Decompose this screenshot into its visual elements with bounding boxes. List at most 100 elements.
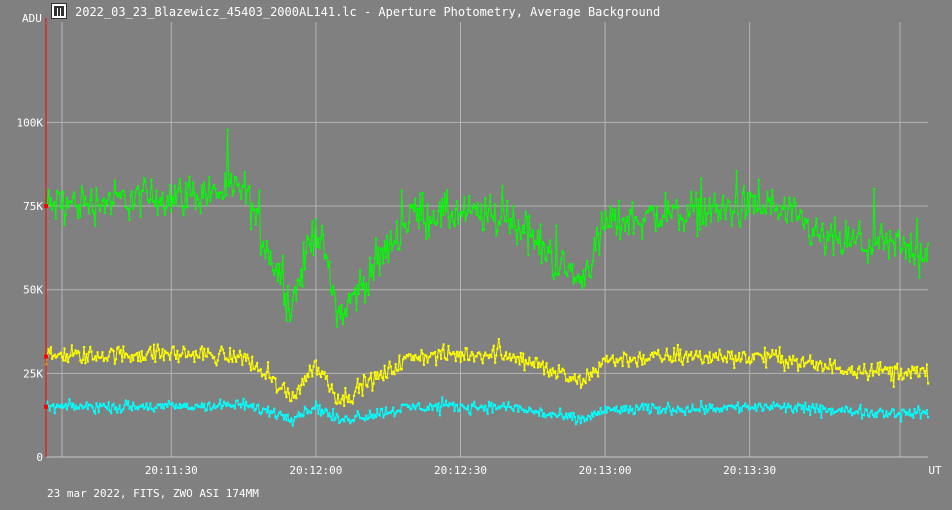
data-point [132,207,135,210]
data-point [107,355,110,358]
data-point [685,406,688,409]
data-point [430,221,433,224]
data-point [371,264,374,267]
data-point [211,186,214,189]
data-point [865,372,868,375]
data-point [668,211,671,214]
data-point [708,403,711,406]
data-point [321,225,324,228]
data-point [393,415,396,418]
data-point [613,361,616,364]
data-point [189,355,192,358]
data-point [57,405,60,408]
data-point [56,190,59,193]
data-point [257,211,260,214]
data-point [500,216,503,219]
data-point [420,218,423,221]
data-point [485,212,488,215]
data-point [895,415,898,418]
data-point [381,247,384,250]
data-point [750,195,753,198]
data-point [186,402,189,406]
data-point [307,237,310,241]
data-point [924,374,927,378]
data-point [294,286,297,289]
data-point [684,353,687,356]
data-point [361,287,364,290]
data-point [348,418,351,421]
data-point [59,406,62,409]
app-icon[interactable] [51,3,67,19]
data-point [581,415,584,418]
data-point [865,408,868,411]
data-point [107,401,110,404]
data-point [880,223,883,226]
data-point [351,292,354,296]
data-point [48,409,51,412]
data-point [91,209,94,212]
data-point [767,353,770,356]
data-point [904,371,908,374]
data-point [556,375,559,378]
data-point [760,211,763,214]
data-point [912,369,915,372]
data-point [865,249,868,252]
data-point [182,345,185,348]
data-point [337,310,340,313]
data-point [129,194,132,197]
data-point [127,356,130,359]
data-point [512,353,515,356]
data-point [345,315,348,318]
data-point [303,375,306,378]
data-point [719,353,722,356]
data-point [101,199,104,202]
data-point [644,358,648,361]
data-point [100,404,103,408]
data-point [663,407,666,410]
data-point [512,409,515,413]
data-point [821,222,824,225]
data-point [87,212,91,215]
data-point [664,191,667,195]
data-point [253,409,256,412]
data-point [300,268,303,271]
data-point [433,351,437,354]
data-point [156,213,159,216]
data-point [611,208,614,211]
data-point [310,369,313,372]
data-point [820,416,823,419]
data-point [717,358,720,361]
data-point [51,208,54,211]
data-point [577,273,580,276]
data-point [763,403,766,406]
data-point [576,276,579,279]
data-point [311,375,314,378]
data-point [643,220,646,223]
data-point [846,372,849,375]
data-point [51,357,54,360]
data-point [454,207,457,210]
data-point [913,263,916,266]
data-point [811,360,814,363]
data-point [745,213,748,216]
data-point [678,407,681,410]
data-point [503,354,506,357]
data-point [781,205,784,208]
data-point [543,412,546,415]
data-point [496,347,499,350]
data-point [923,411,926,414]
data-point [206,403,210,406]
data-point [648,206,651,209]
data-point [826,230,829,233]
data-point [86,408,89,411]
data-point [816,407,819,410]
data-point [562,252,565,255]
data-point [768,356,771,359]
data-point [716,407,719,410]
data-point [323,257,326,260]
data-point [830,364,833,367]
data-point [484,197,487,200]
data-point [789,358,792,361]
data-point [659,219,662,223]
